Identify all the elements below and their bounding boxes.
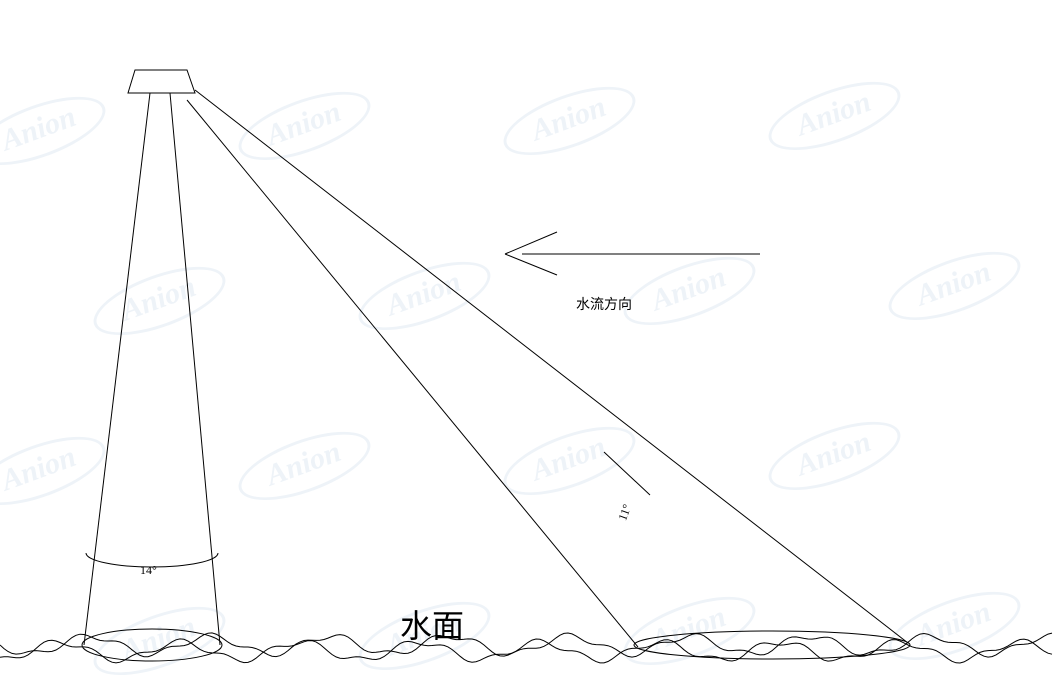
water-surface-waves — [0, 633, 1052, 663]
sensor-device — [128, 70, 195, 93]
flow-direction-arrow — [505, 232, 760, 275]
vertical-beam-cone — [82, 93, 222, 661]
sensor-beam-diagram — [0, 0, 1055, 691]
slanted-beam-cone — [187, 90, 910, 659]
